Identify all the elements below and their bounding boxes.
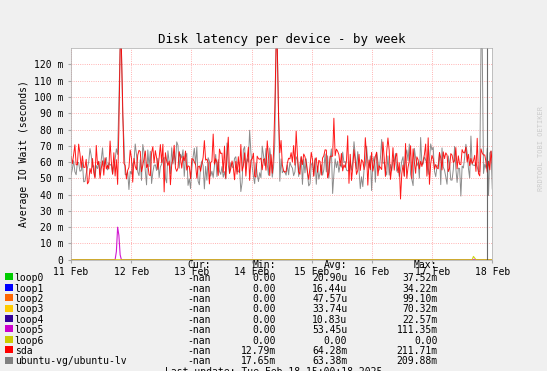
Text: -nan: -nan [187, 273, 211, 283]
Text: 34.22m: 34.22m [403, 284, 438, 293]
Text: loop1: loop1 [15, 284, 44, 293]
Text: 37.52m: 37.52m [403, 273, 438, 283]
Text: 209.88m: 209.88m [397, 357, 438, 366]
Text: -nan: -nan [187, 294, 211, 304]
Text: loop5: loop5 [15, 325, 44, 335]
Text: 0.00: 0.00 [414, 336, 438, 345]
Text: RRDTOOL TOBI OETIKER: RRDTOOL TOBI OETIKER [538, 106, 544, 191]
Text: Cur:: Cur: [187, 260, 211, 270]
Text: 0.00: 0.00 [253, 305, 276, 314]
Y-axis label: Average IO Wait (seconds): Average IO Wait (seconds) [19, 81, 28, 227]
Text: 0.00: 0.00 [324, 336, 347, 345]
Text: 0.00: 0.00 [253, 315, 276, 325]
Text: sda: sda [15, 346, 32, 356]
Text: 10.83u: 10.83u [312, 315, 347, 325]
Text: 0.00: 0.00 [253, 273, 276, 283]
Text: -nan: -nan [187, 325, 211, 335]
Text: 99.10m: 99.10m [403, 294, 438, 304]
Text: 70.32m: 70.32m [403, 305, 438, 314]
Text: -nan: -nan [187, 336, 211, 345]
Text: 33.74u: 33.74u [312, 305, 347, 314]
Text: Last update: Tue Feb 18 15:00:18 2025: Last update: Tue Feb 18 15:00:18 2025 [165, 367, 382, 371]
Text: loop6: loop6 [15, 336, 44, 345]
Text: 47.57u: 47.57u [312, 294, 347, 304]
Text: Avg:: Avg: [324, 260, 347, 270]
Text: 0.00: 0.00 [253, 284, 276, 293]
Text: 17.65m: 17.65m [241, 357, 276, 366]
Text: 16.44u: 16.44u [312, 284, 347, 293]
Text: loop3: loop3 [15, 305, 44, 314]
Text: -nan: -nan [187, 346, 211, 356]
Text: loop2: loop2 [15, 294, 44, 304]
Text: 211.71m: 211.71m [397, 346, 438, 356]
Text: 53.45u: 53.45u [312, 325, 347, 335]
Text: Max:: Max: [414, 260, 438, 270]
Text: 0.00: 0.00 [253, 294, 276, 304]
Text: -nan: -nan [187, 315, 211, 325]
Text: 20.90u: 20.90u [312, 273, 347, 283]
Text: 0.00: 0.00 [253, 325, 276, 335]
Text: loop0: loop0 [15, 273, 44, 283]
Text: 63.38m: 63.38m [312, 357, 347, 366]
Text: loop4: loop4 [15, 315, 44, 325]
Text: Min:: Min: [253, 260, 276, 270]
Text: 0.00: 0.00 [253, 336, 276, 345]
Text: -nan: -nan [187, 284, 211, 293]
Text: ubuntu-vg/ubuntu-lv: ubuntu-vg/ubuntu-lv [15, 357, 126, 366]
Text: 22.57m: 22.57m [403, 315, 438, 325]
Text: 12.79m: 12.79m [241, 346, 276, 356]
Text: -nan: -nan [187, 305, 211, 314]
Text: 111.35m: 111.35m [397, 325, 438, 335]
Text: 64.28m: 64.28m [312, 346, 347, 356]
Text: -nan: -nan [187, 357, 211, 366]
Title: Disk latency per device - by week: Disk latency per device - by week [158, 33, 405, 46]
